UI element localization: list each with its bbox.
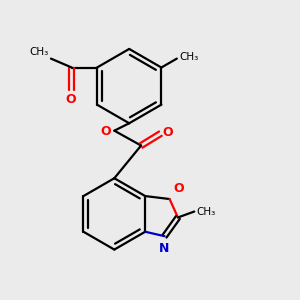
Text: CH₃: CH₃ bbox=[180, 52, 199, 62]
Text: O: O bbox=[101, 125, 111, 138]
Text: CH₃: CH₃ bbox=[29, 47, 49, 57]
Text: O: O bbox=[173, 182, 184, 196]
Text: CH₃: CH₃ bbox=[196, 206, 216, 217]
Text: O: O bbox=[163, 126, 173, 139]
Text: N: N bbox=[159, 242, 170, 255]
Text: O: O bbox=[65, 93, 76, 106]
